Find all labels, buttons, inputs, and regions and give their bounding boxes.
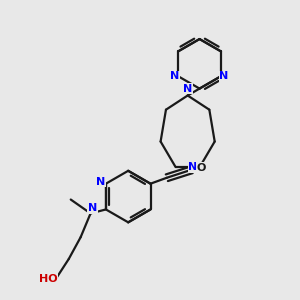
Text: HO: HO: [39, 274, 57, 284]
Text: O: O: [197, 163, 206, 173]
Text: N: N: [96, 177, 106, 187]
Text: N: N: [219, 71, 229, 81]
Text: N: N: [183, 84, 192, 94]
Text: N: N: [170, 71, 180, 81]
Text: N: N: [188, 162, 197, 172]
Text: N: N: [88, 203, 97, 214]
